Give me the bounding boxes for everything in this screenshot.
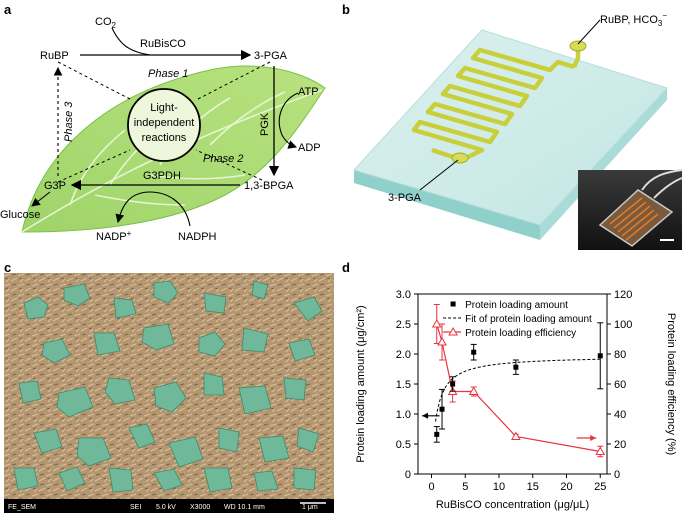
center-label-2: independent	[134, 117, 195, 129]
outlet-port	[451, 152, 469, 164]
label-atp: ATP	[298, 86, 319, 98]
label-nadph: NADPH	[178, 231, 217, 243]
inlet-pointer	[577, 19, 601, 45]
amount-point	[439, 406, 445, 412]
y-tick-label: 3.0	[396, 289, 411, 301]
y2-tick-label: 20	[614, 439, 626, 451]
panel-label-a: a	[4, 2, 12, 17]
amount-point	[597, 353, 603, 359]
sem-label-mag: X3000	[190, 504, 210, 511]
glass-slab-side-right	[540, 88, 667, 240]
label-co2: CO2	[95, 16, 117, 30]
amount-point	[513, 364, 519, 370]
center-label-1: Light-	[150, 102, 178, 114]
efficiency-point	[437, 336, 447, 346]
panel-label-b: b	[342, 2, 350, 17]
arrow-nadph-nadp	[115, 191, 191, 227]
left-axis-arrowhead	[422, 412, 429, 419]
amount-point	[471, 349, 477, 355]
x-axis-label: RuBisCO concentration (μg/μL)	[436, 499, 589, 511]
legend-label-efficiency: Protein loading efficiency	[465, 328, 576, 339]
y2-tick-label: 120	[614, 289, 632, 301]
label-glucose: Glucose	[0, 209, 40, 221]
sem-protein-clusters	[13, 280, 323, 493]
sem-micrograph: FE_SEM SEI 5.0 kV X3000 WD 10.1 mm 1 μm	[4, 273, 334, 513]
y-tick-label: 1.5	[396, 379, 411, 391]
sem-label-wd: WD 10.1 mm	[224, 504, 265, 511]
label-g3p: G3P	[44, 180, 66, 192]
label-bpga: 1,3-BPGA	[244, 180, 294, 192]
y2-tick-label: 60	[614, 379, 626, 391]
label-outlet: 3-PGA	[388, 192, 422, 204]
y2-tick-label: 80	[614, 349, 626, 361]
amount-point	[434, 431, 440, 437]
label-phase3: Phase 3	[63, 101, 75, 142]
label-3pga: 3-PGA	[254, 50, 288, 62]
x-tick-label: 10	[493, 481, 505, 493]
phase-dotted-lines	[57, 61, 271, 183]
glass-slab-top	[353, 29, 668, 226]
sem-label-sei: SEI	[130, 504, 141, 511]
x-tick-label: 25	[594, 481, 606, 493]
amount-point	[450, 381, 456, 387]
sem-label-kv: 5.0 kV	[156, 504, 176, 511]
efficiency-point	[468, 386, 479, 395]
label-rubisco: RuBisCO	[140, 38, 186, 50]
label-pgk: PGK	[259, 112, 271, 136]
label-nadp: NADP+	[96, 229, 132, 243]
legend-marker-amount	[450, 301, 456, 307]
y-tick-label: 2.0	[396, 349, 411, 361]
legend-label-fit: Fit of protein loading amount	[465, 314, 592, 325]
arrow-atp-adp	[278, 92, 299, 149]
x-tick-label: 5	[462, 481, 468, 493]
sem-label-left: FE_SEM	[8, 504, 36, 511]
y2-axis-label: Protein loading efficiency (%)	[665, 313, 677, 455]
label-g3pdh: G3PDH	[143, 170, 181, 182]
center-circle	[127, 88, 201, 162]
arrow-co2-in	[111, 27, 151, 56]
x-tick-label: 0	[428, 481, 434, 493]
efficiency-point	[595, 446, 606, 455]
chip-photo-inset	[578, 169, 683, 250]
label-phase2: Phase 2	[203, 153, 243, 165]
y-tick-label: 2.5	[396, 319, 411, 331]
label-inlet: RuBP, HCO3−	[600, 11, 667, 28]
outlet-pointer	[419, 159, 459, 191]
serpentine-channel	[411, 47, 575, 163]
y2-tick-label: 100	[614, 319, 632, 331]
center-label-3: reactions	[142, 132, 187, 144]
channel-to-inlet	[571, 50, 581, 68]
x-tick-label: 20	[560, 481, 572, 493]
arrow-g3p-to-glucose	[31, 191, 51, 207]
fit-curve	[435, 358, 601, 422]
right-axis-arrowhead	[590, 435, 597, 441]
inlet-port	[569, 40, 587, 52]
x-tick-label: 15	[527, 481, 539, 493]
panel-label-c: c	[4, 260, 12, 275]
calvin-cycle-diagram: Light- independent reactions CO2 RuBisCO…	[0, 16, 326, 243]
sem-label-scale: 1 μm	[302, 504, 318, 511]
microfluidic-chip-illustration: RuBP, HCO3− 3-PGA	[353, 11, 683, 250]
y2-tick-label: 0	[614, 469, 620, 481]
label-phase1: Phase 1	[148, 68, 188, 80]
efficiency-line	[436, 323, 601, 453]
panel-label-d: d	[342, 260, 350, 275]
y2-tick-label: 40	[614, 409, 626, 421]
label-rubp: RuBP	[40, 50, 69, 62]
legend-label-amount: Protein loading amount	[465, 300, 568, 311]
y-tick-label: 0	[405, 469, 411, 481]
legend-marker-efficiency	[448, 326, 458, 336]
glass-slab-side	[354, 170, 540, 240]
efficiency-point	[511, 431, 521, 440]
efficiency-point	[431, 318, 442, 328]
label-adp: ADP	[298, 142, 321, 154]
y-axis-label: Protein loading amount (μg/cm²)	[355, 305, 367, 462]
y-tick-label: 1.0	[396, 409, 411, 421]
protein-loading-chart: 0 5 10 15 20 25 0 0.5 1.0 1.5 2.0 2.5 3.0 0 20 40 60 80 10…	[355, 289, 677, 511]
y-tick-label: 0.5	[396, 439, 411, 451]
sem-info-bar	[4, 499, 334, 513]
